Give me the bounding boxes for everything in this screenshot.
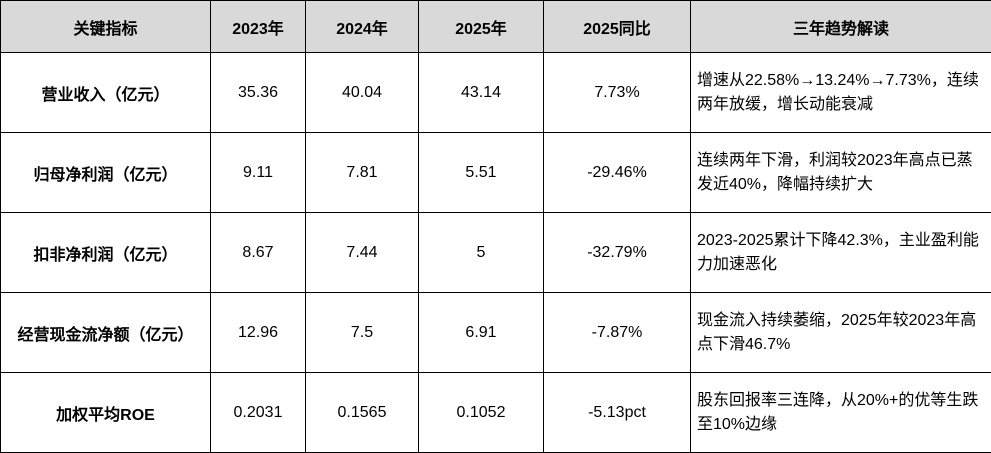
- value-cell: 0.2031: [210, 372, 306, 453]
- metric-name: 经营现金流净额（亿元）: [0, 292, 211, 373]
- value-cell: 43.14: [418, 52, 544, 133]
- value-cell: 0.1052: [418, 372, 544, 453]
- metric-name: 扣非净利润（亿元）: [0, 212, 211, 293]
- header-cell: 2024年: [305, 0, 419, 53]
- header-row: 关键指标 2023年 2024年 2025年 2025同比 三年趋势解读: [0, 0, 991, 53]
- metric-name: 加权平均ROE: [0, 372, 211, 453]
- header-cell: 三年趋势解读: [690, 0, 991, 53]
- value-cell: 12.96: [210, 292, 306, 373]
- trend-note: 股东回报率三连降，从20%+的优等生跌至10%边缘: [690, 372, 991, 453]
- value-cell: 7.81: [305, 132, 419, 213]
- value-cell: 8.67: [210, 212, 306, 293]
- value-cell: 5: [418, 212, 544, 293]
- header-cell: 关键指标: [0, 0, 211, 53]
- metric-name: 营业收入（亿元）: [0, 52, 211, 133]
- value-cell: 7.73%: [543, 52, 691, 133]
- metric-name: 归母净利润（亿元）: [0, 132, 211, 213]
- value-cell: 7.44: [305, 212, 419, 293]
- value-cell: 0.1565: [305, 372, 419, 453]
- table-row: 营业收入（亿元） 35.36 40.04 43.14 7.73% 增速从22.58%→13…: [0, 52, 991, 133]
- table-row: 扣非净利润（亿元） 8.67 7.44 5 -32.79% 2023-2025累计下降42…: [0, 212, 991, 293]
- header-cell: 2025年: [418, 0, 544, 53]
- value-cell: 6.91: [418, 292, 544, 373]
- value-cell: -32.79%: [543, 212, 691, 293]
- header-cell: 2023年: [210, 0, 306, 53]
- trend-note: 现金流入持续萎缩，2025年较2023年高点下滑46.7%: [690, 292, 991, 373]
- header-cell: 2025同比: [543, 0, 691, 53]
- value-cell: 9.11: [210, 132, 306, 213]
- table-row: 经营现金流净额（亿元） 12.96 7.5 6.91 -7.87% 现金流入持续萎缩，20…: [0, 292, 991, 373]
- value-cell: -7.87%: [543, 292, 691, 373]
- table-row: 归母净利润（亿元） 9.11 7.81 5.51 -29.46% 连续两年下滑，利润较20…: [0, 132, 991, 213]
- trend-note: 连续两年下滑，利润较2023年高点已蒸发近40%，降幅持续扩大: [690, 132, 991, 213]
- trend-note: 2023-2025累计下降42.3%，主业盈利能力加速恶化: [690, 212, 991, 293]
- trend-note: 增速从22.58%→13.24%→7.73%，连续两年放缓，增长动能衰减: [690, 52, 991, 133]
- table-row: 加权平均ROE 0.2031 0.1565 0.1052 -5.13pct 股东回报率三连…: [0, 372, 991, 453]
- value-cell: -29.46%: [543, 132, 691, 213]
- value-cell: 35.36: [210, 52, 306, 133]
- value-cell: 40.04: [305, 52, 419, 133]
- value-cell: -5.13pct: [543, 372, 691, 453]
- value-cell: 5.51: [418, 132, 544, 213]
- value-cell: 7.5: [305, 292, 419, 373]
